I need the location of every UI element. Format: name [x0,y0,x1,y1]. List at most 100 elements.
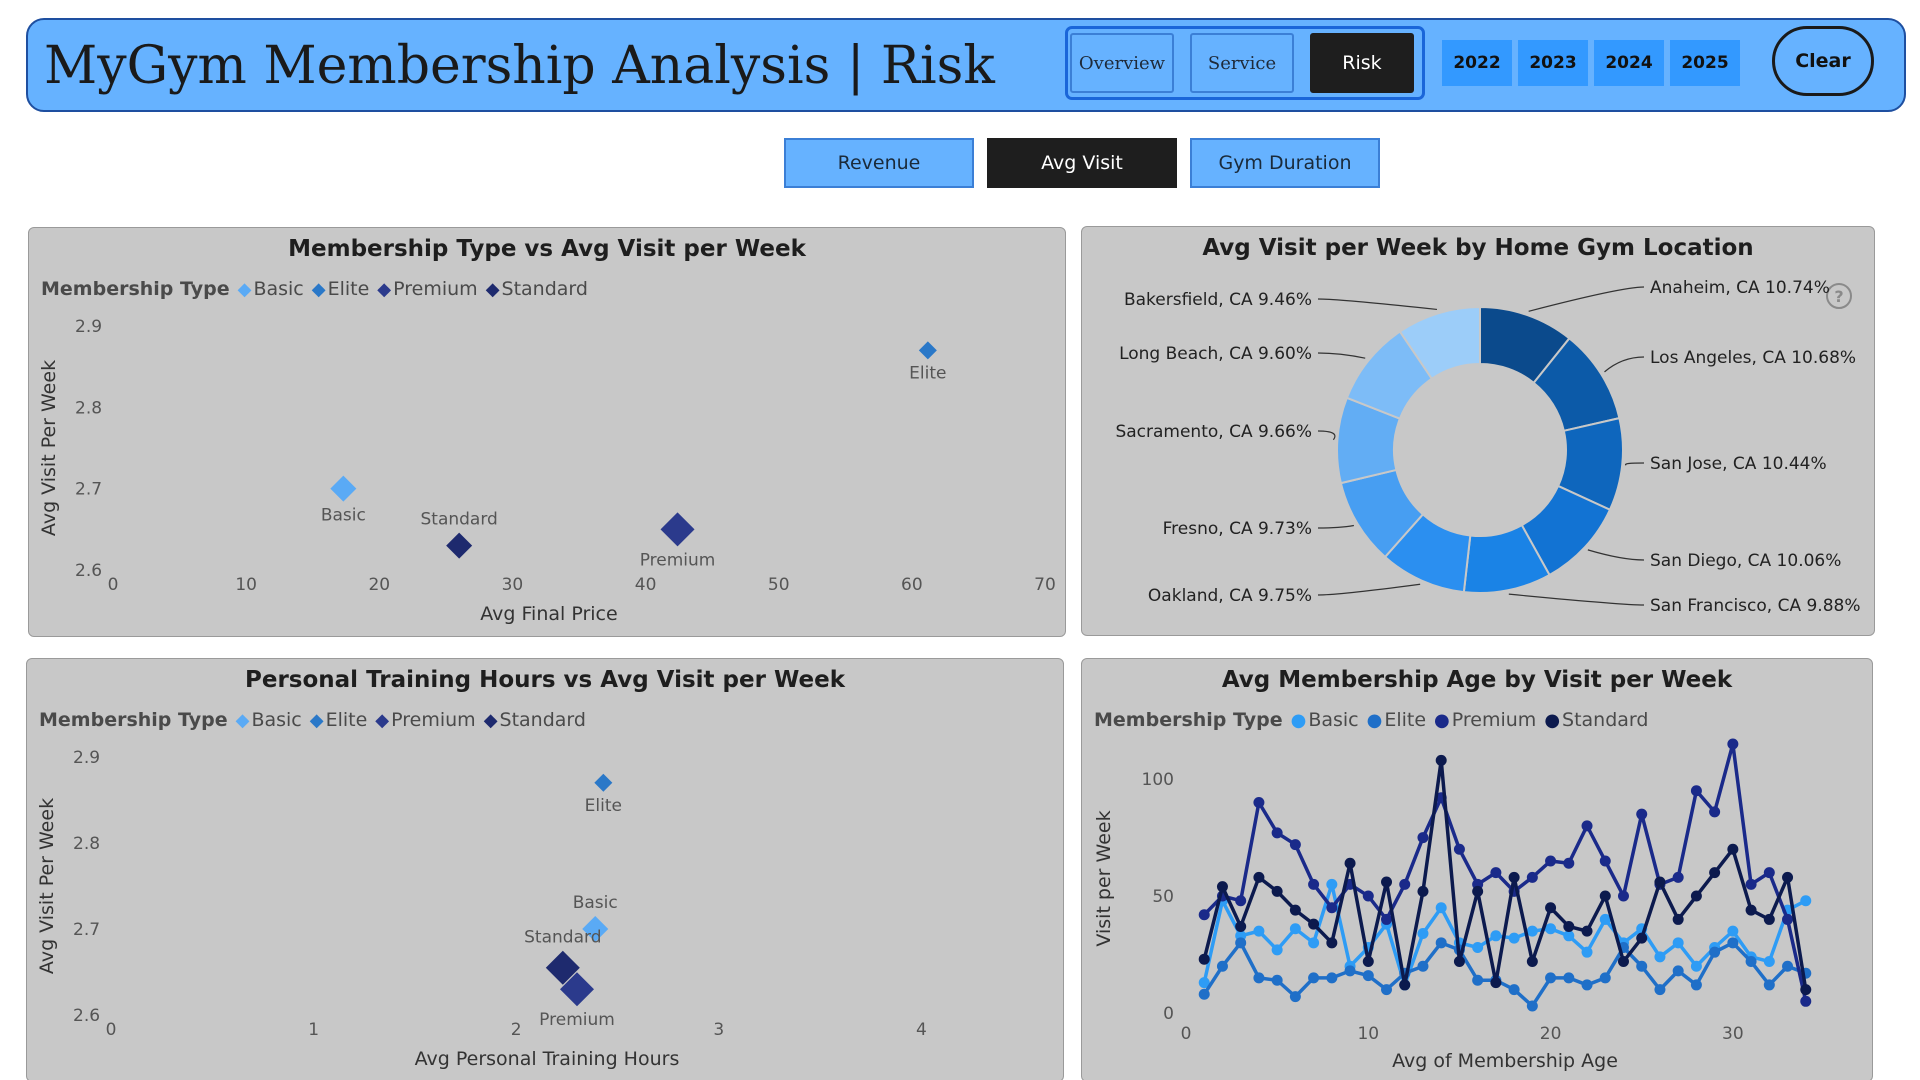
legend-item-basic[interactable]: ● Basic [1291,709,1359,731]
clear-button[interactable]: Clear [1772,26,1874,96]
metric-gym-duration-button[interactable]: Gym Duration [1190,138,1380,188]
data-point-premium [1690,785,1702,797]
y-tick-label: 2.6 [75,561,102,581]
chart-title: Avg Visit per Week by Home Gym Location [1202,235,1754,261]
data-point-premium [1599,855,1611,867]
data-point-premium [1235,895,1247,907]
data-point-premium [1198,909,1210,921]
x-tick-label: 50 [768,575,790,595]
legend-item-elite[interactable]: ◆ Elite [312,278,370,300]
x-tick-label: 60 [901,575,923,595]
page-title: MyGym Membership Analysis | Risk [44,36,995,96]
y-tick-label: 2.7 [75,480,102,500]
data-point-standard [545,950,580,985]
legend-item-premium[interactable]: ◆ Premium [375,709,475,731]
data-label: Premium [640,550,716,570]
slice-label: Bakersfield, CA 9.46% [1124,290,1312,310]
data-point-basic [1472,942,1484,954]
data-point-elite [1672,965,1684,977]
data-point-standard [1362,956,1374,968]
data-label: Premium [539,1010,615,1030]
legend-item-basic[interactable]: ◆ Basic [236,709,302,731]
data-point-elite [1654,984,1666,996]
data-point-premium [560,972,594,1007]
data-point-elite [1636,960,1648,972]
chart-title: Avg Membership Age by Visit per Week [1221,667,1733,693]
data-point-basic [330,475,357,502]
data-point-premium [1800,995,1812,1007]
data-point-elite [1763,979,1775,991]
data-point-elite [1709,946,1721,958]
y-axis-title: Visit per Week [1093,810,1115,946]
data-point-elite [1690,979,1702,991]
data-point-standard [1216,881,1228,893]
metric-revenue-button[interactable]: Revenue [784,138,974,188]
legend-item-elite[interactable]: ● Elite [1367,709,1426,731]
data-point-premium [1581,820,1593,832]
legend-item-standard[interactable]: ● Standard [1544,709,1648,731]
diamond-icon: ◆ [375,709,390,731]
data-point-premium [1253,796,1265,808]
data-point-basic [1435,902,1447,914]
series-line-standard [1202,758,1808,990]
legend-item-elite[interactable]: ◆ Elite [310,709,368,731]
metric-avg-visit-button[interactable]: Avg Visit [987,138,1177,188]
data-point-elite [1435,937,1447,949]
legend-item-premium[interactable]: ◆ Premium [377,278,477,300]
data-point-elite [1563,972,1575,984]
y-tick-label: 2.9 [73,748,100,768]
data-point-standard [1289,904,1301,916]
year-2023-button[interactable]: 2023 [1518,40,1588,86]
data-point-elite [1271,974,1283,986]
nav-service-button[interactable]: Service [1190,33,1294,93]
nav-risk-button[interactable]: Risk [1310,33,1414,93]
year-2022-button[interactable]: 2022 [1442,40,1512,86]
data-point-elite [1745,956,1757,968]
data-point-premium [1563,857,1575,869]
year-2025-button[interactable]: 2025 [1670,40,1740,86]
data-point-elite [1216,960,1228,972]
data-point-standard [1545,902,1557,914]
data-point-standard [1326,937,1338,949]
legend-item-standard[interactable]: ◆ Standard [484,709,586,731]
data-point-standard [1745,904,1757,916]
chart-title: Personal Training Hours vs Avg Visit per… [245,667,845,693]
legend-item-basic[interactable]: ◆ Basic [238,278,304,300]
diamond-icon: ◆ [377,278,392,300]
legend-label: Basic [1308,709,1359,731]
leader-line [1604,356,1645,373]
data-label: Elite [909,363,946,383]
data-point-basic [1690,960,1702,972]
data-point-elite [1198,988,1210,1000]
data-point-premium [1526,871,1538,883]
data-label: Standard [420,510,497,530]
age-line-panel: Avg Membership Age by Visit per Week Mem… [1081,658,1873,1080]
data-point-basic [1417,927,1429,939]
data-point-basic [1599,913,1611,925]
x-tick-label: 1 [308,1020,319,1040]
data-point-elite [1381,984,1393,996]
leader-line [1317,583,1421,596]
legend-item-standard[interactable]: ◆ Standard [486,278,588,300]
legend: Membership Type ◆ Basic ◆ Elite ◆ Premium ◆… [41,278,596,300]
training-scatter-chart: 2.6 2.7 2.8 2.9 0 1 2 3 4 Avg Personal Training H… [36,748,927,1070]
circle-icon: ● [1434,709,1450,731]
leader-line [1587,549,1645,561]
data-point-standard [1581,925,1593,937]
year-2024-button[interactable]: 2024 [1594,40,1664,86]
data-point-standard [1344,857,1356,869]
data-point-premium [1453,843,1465,855]
data-point-premium [1326,902,1338,914]
data-point-standard [1399,979,1411,991]
data-point-standard [1453,956,1465,968]
nav-overview-button[interactable]: Overview [1070,33,1174,93]
x-tick-label: 0 [1181,1024,1192,1044]
circle-icon: ● [1366,709,1383,731]
legend-label: Elite [325,709,368,731]
data-point-premium [1308,878,1320,890]
data-point-standard [1308,918,1320,930]
data-point-basic [1563,930,1575,942]
y-tick-label: 2.8 [75,398,102,418]
legend-item-premium[interactable]: ● Premium [1434,709,1536,731]
help-icon[interactable]: ? [1826,283,1852,309]
